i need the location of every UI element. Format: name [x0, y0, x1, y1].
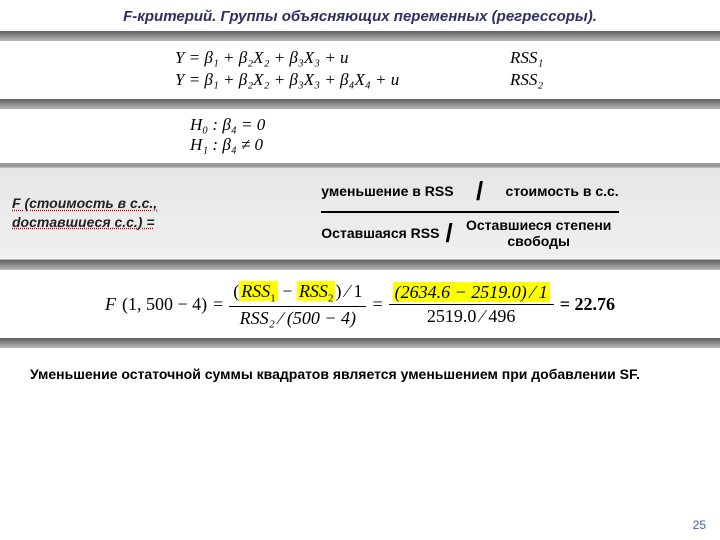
- f-desc-left-line1: F (стоимость в с.с.,: [12, 195, 157, 211]
- minus: −: [278, 281, 297, 301]
- regression-block: Y = β₁ + β₂X₂ + β₃X₃ + u RSS₁ Y = β₁ + β…: [0, 41, 720, 99]
- f-result: = 22.76: [560, 294, 615, 315]
- f-args: (1, 500 − 4): [122, 294, 207, 315]
- divider-bar: [0, 260, 720, 270]
- f-equation: F (1, 500 − 4) = (RSS1 − RSS2) ⁄ 1 RSS₂ …: [0, 270, 720, 338]
- f-frac-numeric: (2634.6 − 2519.0) ⁄ 1 2519.0 ⁄ 496: [389, 281, 554, 328]
- f-den-left: Оставшаяся RSS: [321, 225, 439, 241]
- over-1: ⁄ 1: [341, 281, 362, 301]
- bottom-text: Уменьшение остаточной суммы квадратов яв…: [0, 348, 720, 382]
- slash-icon: /: [439, 218, 458, 249]
- f-desc-left: F (стоимость в с.с., dоставшиеся с.с.) =: [12, 194, 232, 230]
- f-desc-left-line2: dоставшиеся с.с.) =: [12, 214, 155, 230]
- f-num-left: уменьшение в RSS: [321, 183, 453, 199]
- hypotheses-block: H₀ : β₄ = 0 H₁ : β₄ ≠ 0: [0, 109, 720, 163]
- f-num-right: стоимость в с.с.: [506, 183, 619, 199]
- f-frac-symbolic: (RSS1 − RSS2) ⁄ 1 RSS₂ ⁄ (500 − 4): [229, 280, 366, 330]
- f-frac2-bot: 2519.0 ⁄ 496: [423, 305, 520, 328]
- f-desc-fraction: уменьшение в RSS / стоимость в с.с. Оста…: [232, 174, 708, 251]
- f-frac1-bot: RSS₂ ⁄ (500 − 4): [236, 307, 360, 330]
- regression-eq-1: Y = β₁ + β₂X₂ + β₃X₃ + u: [0, 48, 349, 68]
- f-den-right: Оставшиеся степени свободы: [459, 217, 619, 249]
- rss1-sub: 1: [270, 293, 276, 305]
- f-frac2-top: (2634.6 − 2519.0) ⁄ 1: [393, 282, 550, 302]
- divider-bar: [0, 99, 720, 109]
- hypothesis-h1: H₁ : β₄ ≠ 0: [0, 135, 720, 155]
- divider-bar: [0, 31, 720, 41]
- rss-1: RSS₁: [510, 48, 543, 68]
- slide-title: F-критерий. Группы объясняющих переменны…: [0, 0, 720, 31]
- hypothesis-h0: H₀ : β₄ = 0: [0, 115, 720, 135]
- rss-2: RSS₂: [510, 70, 543, 90]
- f-symbol: F: [105, 294, 116, 315]
- rss2-sub: 2: [328, 293, 334, 305]
- equals: =: [213, 294, 223, 315]
- slash-icon: /: [470, 176, 489, 207]
- equals: =: [372, 294, 382, 315]
- f-description: F (стоимость в с.с., dоставшиеся с.с.) =…: [0, 167, 720, 260]
- rss2-hl: RSS: [299, 281, 328, 301]
- divider-bar: [0, 338, 720, 348]
- regression-eq-2: Y = β₁ + β₂X₂ + β₃X₃ + β₄X₄ + u: [0, 70, 399, 90]
- rss1-hl: RSS: [241, 281, 270, 301]
- page-number: 25: [693, 518, 706, 532]
